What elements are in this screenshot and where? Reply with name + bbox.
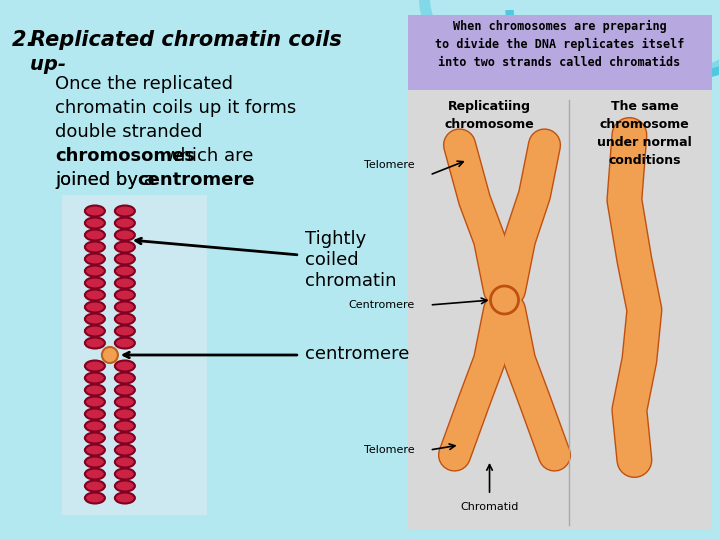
Ellipse shape xyxy=(115,444,135,456)
Ellipse shape xyxy=(85,338,105,348)
Ellipse shape xyxy=(115,338,135,348)
Ellipse shape xyxy=(115,230,135,240)
Text: When chromosomes are preparing
to divide the DNA replicates itself
into two stra: When chromosomes are preparing to divide… xyxy=(435,20,684,69)
Ellipse shape xyxy=(85,481,105,491)
Ellipse shape xyxy=(85,326,105,336)
Ellipse shape xyxy=(115,384,135,395)
Text: chromatin coils up it forms: chromatin coils up it forms xyxy=(55,99,296,117)
Ellipse shape xyxy=(85,289,105,300)
Text: Replicated chromatin coils: Replicated chromatin coils xyxy=(30,30,342,50)
Text: up-: up- xyxy=(30,55,73,74)
Ellipse shape xyxy=(115,314,135,325)
Ellipse shape xyxy=(115,361,135,372)
Text: chromosomes: chromosomes xyxy=(55,147,195,165)
Ellipse shape xyxy=(115,492,135,503)
Ellipse shape xyxy=(85,218,105,228)
Ellipse shape xyxy=(85,278,105,288)
Ellipse shape xyxy=(85,301,105,313)
Ellipse shape xyxy=(85,408,105,420)
Text: 2.: 2. xyxy=(12,30,42,50)
Ellipse shape xyxy=(85,469,105,480)
Ellipse shape xyxy=(115,301,135,313)
Ellipse shape xyxy=(85,230,105,240)
Text: Centromere: Centromere xyxy=(348,300,415,310)
FancyBboxPatch shape xyxy=(408,15,712,90)
Text: Chromatid: Chromatid xyxy=(460,502,518,512)
Ellipse shape xyxy=(85,384,105,395)
Text: Replicatiing
chromosome: Replicatiing chromosome xyxy=(445,100,534,131)
Ellipse shape xyxy=(115,253,135,265)
Text: which are: which are xyxy=(160,147,253,165)
Ellipse shape xyxy=(115,278,135,288)
Text: centromere: centromere xyxy=(137,171,254,189)
Ellipse shape xyxy=(115,206,135,217)
Ellipse shape xyxy=(85,421,105,431)
Ellipse shape xyxy=(85,206,105,217)
Ellipse shape xyxy=(85,361,105,372)
Text: joined by a: joined by a xyxy=(55,171,161,189)
Ellipse shape xyxy=(115,218,135,228)
Ellipse shape xyxy=(115,373,135,383)
Ellipse shape xyxy=(115,289,135,300)
Text: double stranded: double stranded xyxy=(55,123,202,141)
Circle shape xyxy=(102,347,118,363)
Ellipse shape xyxy=(115,408,135,420)
Ellipse shape xyxy=(85,444,105,456)
Text: Tightly
coiled
chromatin: Tightly coiled chromatin xyxy=(305,230,396,289)
Text: Once the replicated: Once the replicated xyxy=(55,75,233,93)
Ellipse shape xyxy=(115,433,135,443)
Ellipse shape xyxy=(85,373,105,383)
Ellipse shape xyxy=(85,456,105,468)
Circle shape xyxy=(490,286,518,314)
Circle shape xyxy=(490,286,518,314)
Ellipse shape xyxy=(115,326,135,336)
Text: centromere: centromere xyxy=(305,345,409,363)
Text: Telomere: Telomere xyxy=(364,445,415,455)
Ellipse shape xyxy=(85,241,105,253)
Ellipse shape xyxy=(115,266,135,276)
Ellipse shape xyxy=(85,253,105,265)
Ellipse shape xyxy=(115,396,135,408)
Ellipse shape xyxy=(115,456,135,468)
Ellipse shape xyxy=(115,469,135,480)
Ellipse shape xyxy=(85,396,105,408)
FancyBboxPatch shape xyxy=(62,195,207,515)
Ellipse shape xyxy=(115,421,135,431)
Ellipse shape xyxy=(115,481,135,491)
Ellipse shape xyxy=(85,314,105,325)
FancyBboxPatch shape xyxy=(408,90,712,530)
Circle shape xyxy=(102,347,118,363)
Ellipse shape xyxy=(85,266,105,276)
Ellipse shape xyxy=(115,241,135,253)
Text: joined by a: joined by a xyxy=(55,171,161,189)
Text: Telomere: Telomere xyxy=(364,160,415,170)
Ellipse shape xyxy=(85,433,105,443)
Ellipse shape xyxy=(85,492,105,503)
Text: The same
chromosome
under normal
conditions: The same chromosome under normal conditi… xyxy=(597,100,692,167)
